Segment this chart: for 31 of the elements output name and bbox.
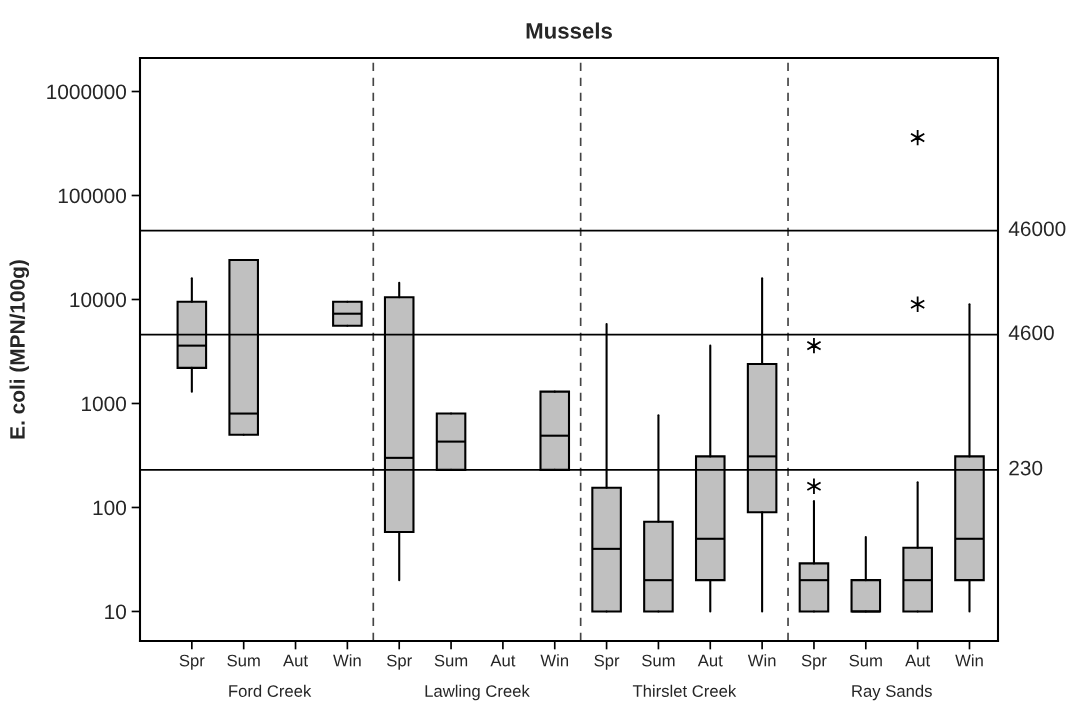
x-tick-label: Spr [801,654,827,670]
x-tick-label: Win [955,654,983,667]
x-tick-label: Sum [849,654,882,667]
ref-line-label: 46000 [1008,221,1066,237]
y-axis-title: E. coli (MPN/100g) [9,260,30,439]
x-tick-label: Spr [179,654,205,670]
text: Ford Creek [229,684,312,697]
ref-line-label: 230 [1009,460,1043,476]
y-tick-label: 1000 [82,396,126,412]
y-tick-label: 1000000 [47,84,126,100]
text: Ray Sands [852,684,932,701]
y-tick-label: 100 [93,500,126,516]
x-tick-label: Spr [594,654,620,670]
x-tick-label: Win [540,654,569,667]
x-tick-label: Win [333,654,361,667]
x-tick-label: Aut [283,654,308,667]
ref-line-label: 4600 [1008,325,1054,341]
x-tick-label: Aut [905,654,931,667]
chart-title: Mussels [526,22,612,39]
y-tick-label: 10 [105,604,126,620]
x-tick-label: Aut [697,654,723,667]
text: Lawling Creek [425,684,530,701]
x-tick-label: Sum [434,654,468,667]
y-tick-label: 100000 [58,188,126,204]
x-tick-label: Sum [227,654,260,667]
y-tick-label: 10000 [70,292,126,308]
x-tick-label: Aut [490,654,516,667]
x-tick-label: Win [747,654,776,667]
x-tick-label: Spr [387,654,412,670]
text: Thirslet Creek [632,684,737,697]
x-tick-label: Sum [642,654,675,667]
